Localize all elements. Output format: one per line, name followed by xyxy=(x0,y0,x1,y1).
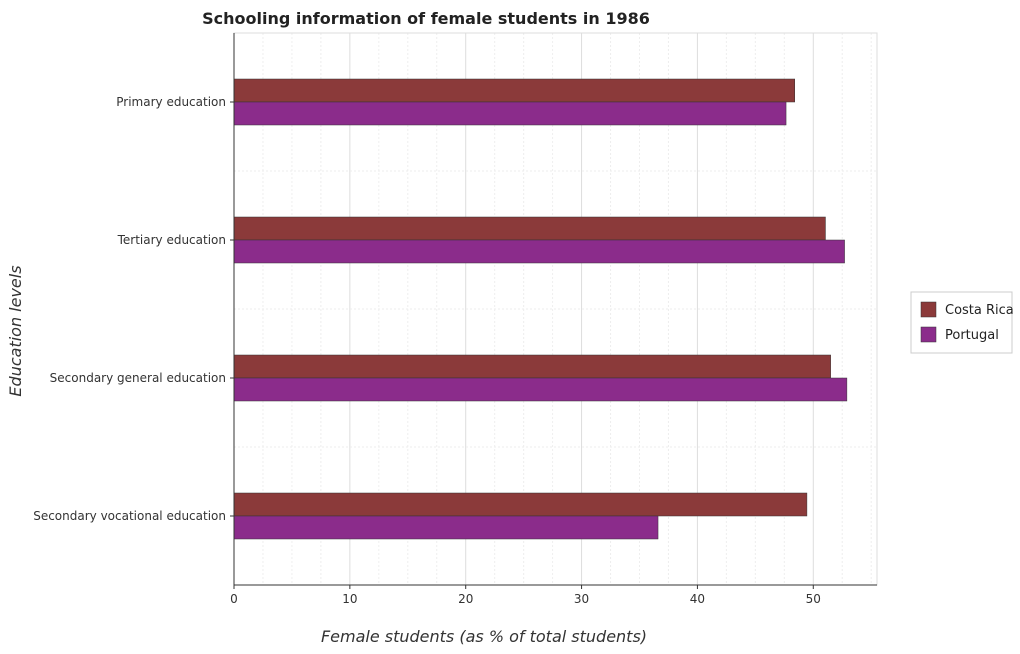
legend-label-portugal: Portugal xyxy=(945,328,999,343)
legend-swatch-portugal xyxy=(920,326,937,343)
legend-swatch-costa-rica xyxy=(920,301,937,318)
y-tick-label-primary-education: Primary education xyxy=(116,95,226,109)
x-tick-label: 30 xyxy=(574,592,589,606)
legend-box xyxy=(910,291,1013,354)
legend-label-costa-rica: Costa Rica xyxy=(945,303,1014,318)
x-tick-label: 10 xyxy=(342,592,357,606)
bar-portugal-secondary-vocational-education xyxy=(233,515,659,540)
y-tick-label-tertiary-education: Tertiary education xyxy=(117,233,226,247)
legend: Costa Rica Portugal xyxy=(910,291,1014,354)
bar-costa-rica-secondary-vocational-education xyxy=(233,492,808,517)
x-axis-title: Female students (as % of total students) xyxy=(321,627,647,646)
axes-layer: Primary education Tertiary education Secon… xyxy=(33,33,877,606)
y-axis-title: Education levels xyxy=(6,265,25,396)
bar-costa-rica-primary-education xyxy=(233,78,795,103)
bar-portugal-secondary-general-education xyxy=(233,377,848,402)
y-tick-label-secondary-vocational-education: Secondary vocational education xyxy=(33,509,226,523)
bar-portugal-tertiary-education xyxy=(233,239,845,264)
x-tick-label: 40 xyxy=(690,592,705,606)
bars-layer xyxy=(233,78,848,540)
bar-costa-rica-tertiary-education xyxy=(233,216,826,241)
bar-costa-rica-secondary-general-education xyxy=(233,354,831,379)
x-tick-label: 0 xyxy=(230,592,238,606)
x-tick-label: 50 xyxy=(806,592,821,606)
y-tick-label-secondary-general-education: Secondary general education xyxy=(50,371,226,385)
x-tick-label: 20 xyxy=(458,592,473,606)
chart-title: Schooling information of female students… xyxy=(202,9,650,28)
bar-portugal-primary-education xyxy=(233,101,787,126)
